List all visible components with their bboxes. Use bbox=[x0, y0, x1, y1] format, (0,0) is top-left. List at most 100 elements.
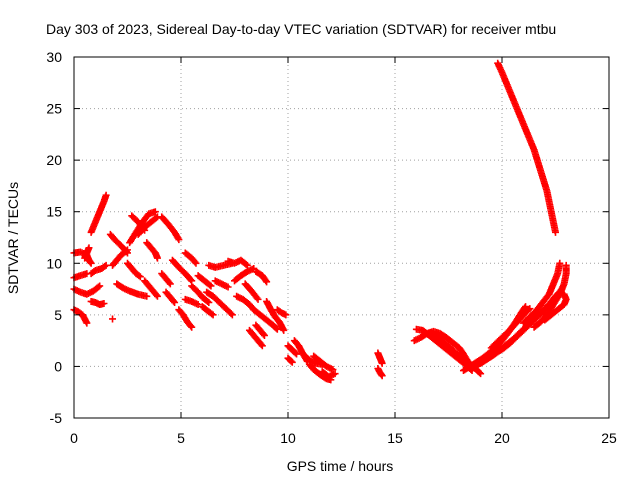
x-tick-label: 0 bbox=[70, 430, 78, 446]
data-point bbox=[227, 310, 235, 318]
data-point bbox=[560, 290, 568, 298]
data-point bbox=[253, 294, 261, 302]
x-tick-labels: 0 5 10 15 20 25 bbox=[70, 430, 617, 446]
series-arc-11 bbox=[109, 246, 131, 269]
data-point bbox=[263, 278, 271, 286]
x-axis-label: GPS time / hours bbox=[287, 458, 394, 474]
x-tick-label: 25 bbox=[601, 430, 617, 446]
x-tick-label: 15 bbox=[387, 430, 403, 446]
data-point bbox=[207, 282, 215, 290]
data-point bbox=[152, 214, 160, 222]
data-point bbox=[272, 324, 280, 332]
x-tick-label: 20 bbox=[494, 430, 510, 446]
data-point bbox=[260, 331, 268, 339]
series-arc-28 bbox=[198, 303, 217, 319]
y-tick-label: -5 bbox=[50, 410, 63, 426]
data-point bbox=[242, 260, 250, 268]
data-point bbox=[135, 272, 143, 280]
y-tick-label: 25 bbox=[46, 101, 62, 117]
data-point bbox=[378, 372, 386, 380]
series-arc-25 bbox=[181, 295, 202, 309]
y-tick-label: 15 bbox=[46, 204, 62, 220]
y-tick-label: 5 bbox=[54, 307, 62, 323]
series-arc-42 bbox=[284, 342, 301, 358]
chart-title: Day 303 of 2023, Sidereal Day-to-day VTE… bbox=[46, 21, 556, 37]
data-point bbox=[94, 283, 102, 291]
data-point bbox=[254, 295, 262, 303]
data-point bbox=[205, 298, 213, 306]
series-arc-59 bbox=[530, 261, 570, 331]
series-arc-50 bbox=[374, 364, 386, 380]
data-point bbox=[109, 315, 117, 323]
data-point bbox=[122, 247, 130, 255]
series-arc-1 bbox=[70, 282, 104, 298]
data-point bbox=[151, 208, 159, 216]
series-arc-6 bbox=[87, 191, 110, 236]
series-arc-32 bbox=[224, 256, 251, 269]
series-arc-24 bbox=[181, 249, 200, 267]
series-arc-41 bbox=[273, 306, 290, 319]
data-point bbox=[293, 350, 301, 358]
series-arc-35 bbox=[241, 280, 262, 303]
data-point bbox=[331, 370, 339, 378]
data-point bbox=[477, 370, 485, 378]
y-tick-labels: -5 0 5 10 15 20 25 30 bbox=[46, 49, 62, 426]
data-point bbox=[526, 305, 534, 313]
y-tick-label: 10 bbox=[46, 255, 62, 271]
series-arc-56 bbox=[477, 285, 566, 367]
series-arc-39 bbox=[245, 326, 266, 350]
data-point bbox=[152, 291, 160, 299]
axis-ticks bbox=[73, 56, 610, 419]
data-point bbox=[525, 306, 533, 314]
data-point bbox=[166, 280, 174, 288]
data-point bbox=[143, 292, 151, 300]
series-arc-36 bbox=[252, 321, 268, 339]
series-arc-23 bbox=[175, 306, 196, 331]
data-point bbox=[208, 310, 216, 318]
data-point bbox=[257, 341, 265, 349]
series-arc-61 bbox=[494, 59, 559, 236]
data-point bbox=[136, 273, 144, 281]
series-arc-21 bbox=[162, 288, 179, 306]
data-point bbox=[206, 281, 214, 289]
data-point bbox=[102, 261, 110, 269]
data-point bbox=[378, 359, 386, 367]
series-arc-40 bbox=[263, 297, 288, 334]
data-point bbox=[291, 349, 299, 357]
data-point bbox=[288, 358, 296, 366]
data-point bbox=[171, 298, 179, 306]
series-arc-16 bbox=[128, 212, 149, 234]
data-point bbox=[141, 226, 149, 234]
series-arc-49 bbox=[374, 349, 386, 367]
series-arc-38 bbox=[250, 306, 281, 333]
data-point bbox=[124, 246, 131, 254]
data-point bbox=[188, 323, 196, 331]
data-point bbox=[204, 297, 212, 305]
series-arc-18 bbox=[141, 277, 161, 300]
data-point bbox=[192, 259, 200, 267]
series-arc-19 bbox=[158, 270, 174, 288]
series-arc-22 bbox=[168, 256, 196, 285]
series-arc-27 bbox=[194, 272, 215, 290]
series-arc-48 bbox=[318, 368, 339, 381]
data-point bbox=[282, 311, 290, 319]
series-arc-30 bbox=[203, 288, 236, 319]
data-point bbox=[262, 277, 270, 285]
x-tick-label: 10 bbox=[280, 430, 296, 446]
data-point bbox=[170, 297, 178, 305]
data-point bbox=[101, 262, 109, 270]
data-points bbox=[70, 59, 570, 384]
series-arc-31 bbox=[211, 277, 232, 291]
data-point bbox=[174, 234, 182, 242]
series-arc-12 bbox=[113, 280, 151, 300]
series-arc-7 bbox=[87, 261, 110, 278]
series-arc-9 bbox=[109, 315, 117, 323]
series-arc-37 bbox=[252, 268, 271, 286]
series-arc-58 bbox=[519, 259, 564, 327]
data-point bbox=[224, 283, 232, 291]
grid bbox=[74, 57, 609, 418]
x-tick-label: 5 bbox=[177, 430, 185, 446]
y-tick-label: 0 bbox=[54, 358, 62, 374]
data-point bbox=[100, 300, 108, 308]
